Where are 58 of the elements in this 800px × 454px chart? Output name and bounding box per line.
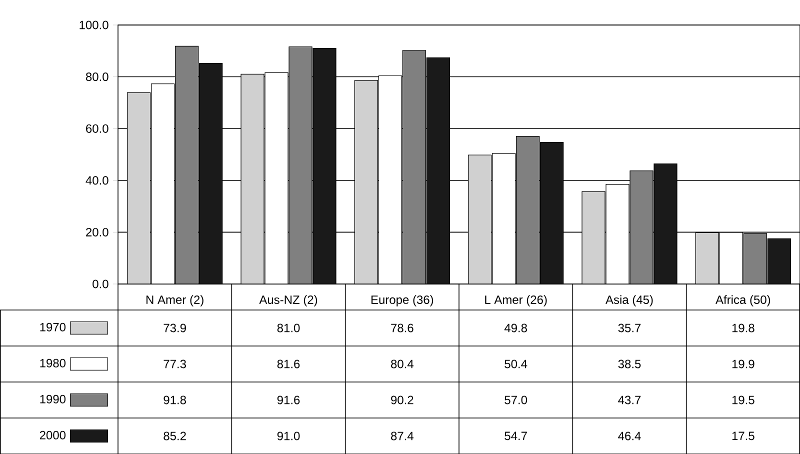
bar (354, 80, 378, 284)
bar (289, 46, 312, 284)
y-tick-label: 0.0 (92, 280, 108, 288)
data-label: 19.5 (732, 396, 754, 404)
data-label: 91.0 (277, 432, 300, 440)
bar (540, 142, 564, 284)
data-label: 35.7 (618, 324, 641, 332)
data-label: 81.6 (277, 360, 300, 368)
data-label: 73.9 (164, 324, 186, 332)
bar (582, 192, 605, 284)
legend-label: 2000 (40, 430, 66, 440)
data-label: 87.4 (391, 432, 414, 440)
bar (241, 74, 264, 284)
x-tick-label: N Amer (2) (146, 295, 204, 306)
data-label: 57.0 (504, 396, 528, 404)
data-label: 50.4 (504, 360, 528, 368)
y-tick-label: 40.0 (86, 176, 108, 185)
x-tick-label: Africa (50) (716, 295, 770, 306)
legend-label: 1980 (40, 358, 66, 368)
bar (695, 232, 719, 284)
x-tick-label: L Amer (26) (485, 295, 547, 306)
bar (313, 48, 336, 284)
legend-label: 1970 (40, 322, 66, 332)
data-label: 46.4 (618, 432, 641, 440)
data-label: 49.8 (504, 324, 527, 332)
data-label: 17.5 (732, 432, 754, 440)
data-label: 19.8 (732, 324, 754, 332)
bar (516, 136, 540, 284)
data-label: 77.3 (164, 360, 186, 368)
data-label: 91.6 (277, 396, 300, 404)
bar (743, 233, 767, 284)
bar (127, 92, 150, 284)
bar (630, 170, 653, 284)
bar (654, 164, 677, 284)
bar (426, 58, 450, 284)
data-label: 43.7 (618, 396, 641, 404)
y-tick-label: 80.0 (86, 72, 108, 82)
data-label: 85.2 (164, 432, 186, 440)
y-tick-label: 60.0 (86, 124, 108, 133)
bar (767, 238, 791, 284)
y-tick-label: 20.0 (86, 228, 108, 236)
data-label: 19.9 (732, 360, 754, 368)
y-tick-label: 100.0 (80, 20, 108, 30)
x-tick-label: Asia (45) (606, 295, 653, 306)
legend-label: 1990 (40, 394, 66, 404)
data-label: 54.7 (504, 432, 527, 440)
data-label: 38.5 (618, 360, 641, 368)
x-tick-label: Europe (36) (371, 295, 434, 306)
bar (468, 155, 492, 284)
x-tick-label: Aus-NZ (2) (259, 295, 318, 306)
data-label: 80.4 (391, 360, 414, 368)
data-label: 81.0 (277, 324, 300, 332)
bar (402, 50, 426, 284)
data-label: 91.8 (164, 396, 186, 404)
bar (175, 46, 198, 284)
bar (199, 63, 222, 284)
data-label: 78.6 (391, 324, 414, 332)
data-label: 90.2 (391, 396, 414, 404)
